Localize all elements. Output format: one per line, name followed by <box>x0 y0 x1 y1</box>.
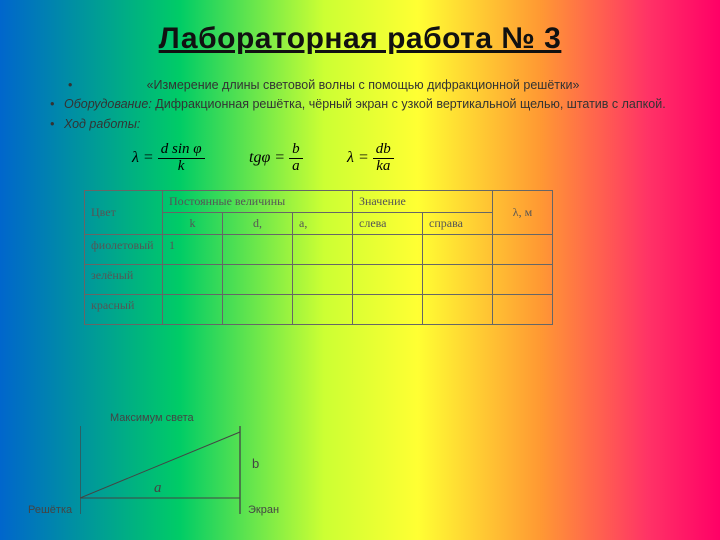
bullet-list: «Измерение длины световой волны с помощь… <box>36 76 684 134</box>
th-a: a, <box>293 213 353 235</box>
table-row: фиолетовый1 <box>85 235 553 265</box>
formula-1: λ = d sin φk <box>132 142 205 175</box>
f3-lhs: λ = <box>347 149 369 166</box>
th-value: Значение <box>353 191 493 213</box>
equipment-text: Дифракционная решётка, чёрный экран с уз… <box>152 97 666 111</box>
f1-den: k <box>158 159 205 175</box>
label-max: Максимум света <box>110 412 194 424</box>
cell-d <box>223 235 293 265</box>
bullet-procedure: Ход работы: <box>50 115 676 134</box>
label-grating: Решётка <box>28 504 72 516</box>
cell-color: фиолетовый <box>85 235 163 265</box>
th-k: k <box>163 213 223 235</box>
slide-root: Лабораторная работа № 3 «Измерение длины… <box>0 0 720 540</box>
th-lambda: λ, м <box>493 191 553 235</box>
formula-3: λ = dbka <box>347 142 394 175</box>
cell-left <box>353 265 423 295</box>
th-color: Цвет <box>85 191 163 235</box>
bullet-topic: «Измерение длины световой волны с помощь… <box>50 76 676 95</box>
equipment-label: Оборудование: <box>64 97 152 111</box>
cell-k <box>163 295 223 325</box>
cell-left <box>353 295 423 325</box>
cell-left <box>353 235 423 265</box>
cell-d <box>223 295 293 325</box>
f1-lhs: λ = <box>132 149 154 166</box>
f3-num: db <box>373 142 394 159</box>
label-screen: Экран <box>248 504 279 516</box>
table-row: красный <box>85 295 553 325</box>
cell-right <box>423 235 493 265</box>
f3-den: ka <box>373 159 394 175</box>
label-a: a <box>154 480 162 497</box>
f2-den: a <box>289 159 303 175</box>
f2-lhs: tgφ = <box>249 149 285 166</box>
cell-a <box>293 265 353 295</box>
page-title: Лабораторная работа № 3 <box>36 22 684 56</box>
cell-k: 1 <box>163 235 223 265</box>
cell-lambda <box>493 235 553 265</box>
th-right: справа <box>423 213 493 235</box>
diagram: Максимум света Решётка Экран a b <box>50 416 350 536</box>
formulas-row: λ = d sin φk tgφ = ba λ = dbka <box>132 142 684 184</box>
th-left: слева <box>353 213 423 235</box>
bullet-equipment: Оборудование: Дифракционная решётка, чёр… <box>50 95 676 114</box>
formula-2: tgφ = ba <box>249 142 303 175</box>
data-table: Цвет Постоянные величины Значение λ, м k… <box>84 190 553 325</box>
cell-color: красный <box>85 295 163 325</box>
cell-lambda <box>493 265 553 295</box>
f1-num: d sin φ <box>158 142 205 159</box>
th-constants: Постоянные величины <box>163 191 353 213</box>
cell-a <box>293 295 353 325</box>
cell-color: зелёный <box>85 265 163 295</box>
cell-d <box>223 265 293 295</box>
cell-right <box>423 265 493 295</box>
th-d: d, <box>223 213 293 235</box>
f2-num: b <box>289 142 303 159</box>
cell-k <box>163 265 223 295</box>
cell-right <box>423 295 493 325</box>
table-row: зелёный <box>85 265 553 295</box>
cell-a <box>293 235 353 265</box>
table-header-row-1: Цвет Постоянные величины Значение λ, м <box>85 191 553 213</box>
label-b: b <box>252 456 259 471</box>
cell-lambda <box>493 295 553 325</box>
